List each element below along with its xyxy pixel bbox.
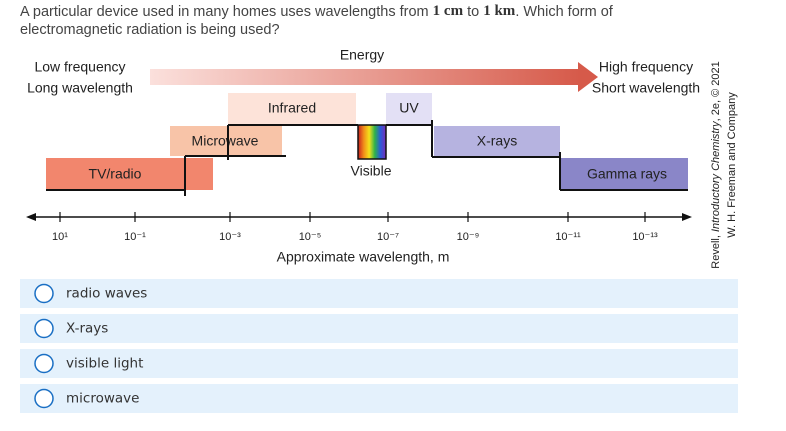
text: Revell,: [710, 232, 722, 269]
band-box: [434, 126, 560, 157]
band-box: [560, 158, 688, 190]
band-box: [170, 126, 282, 156]
radio-button[interactable]: [34, 318, 54, 339]
text: . Which form of: [515, 4, 613, 20]
question: A particular device used in many homes u…: [20, 3, 614, 37]
tick-label: 10¹: [52, 231, 68, 243]
option-row[interactable]: [20, 314, 738, 343]
high-label: High frequency: [599, 59, 693, 75]
tick-label: 10⁻¹: [124, 231, 146, 243]
em-spectrum-diagram: Energy Low frequency Long wavelength Hig…: [26, 47, 738, 269]
credit-line: Revell, Introductory Chemistry, 2e, © 20…: [710, 61, 722, 268]
band-label: UV: [399, 100, 419, 116]
radio-button[interactable]: [34, 353, 54, 374]
option[interactable]: microwave: [20, 384, 738, 413]
band-label: Visible: [351, 163, 392, 179]
visible-spectrum: [357, 124, 387, 160]
band-label: Infrared: [268, 100, 316, 116]
band-box: [386, 93, 432, 124]
option-row[interactable]: [20, 349, 738, 378]
range-lines: [46, 120, 688, 196]
credit: Revell, Introductory Chemistry, 2e, © 20…: [710, 61, 738, 268]
option-row[interactable]: [20, 279, 738, 308]
tick-label: 10⁻⁵: [299, 231, 322, 243]
arrow-head: [578, 62, 598, 92]
tick-label: 10⁻¹¹: [555, 231, 581, 243]
tick-label: 10⁻³: [219, 231, 241, 243]
energy-arrow: [150, 69, 580, 85]
low-label: Low frequency: [34, 59, 125, 75]
math: 1 km: [483, 3, 516, 19]
option-label[interactable]: radio waves: [66, 286, 147, 302]
band-label: Gamma rays: [587, 166, 667, 182]
band-label: Microwave: [192, 133, 259, 149]
credit-line: W. H. Freeman and Company: [726, 92, 738, 238]
high-label: Short wavelength: [592, 80, 700, 96]
energy-label: Energy: [340, 47, 384, 63]
band-label: X-rays: [477, 133, 517, 149]
axis-arrow: [682, 213, 692, 221]
question-line: A particular device used in many homes u…: [20, 3, 614, 19]
text: A particular device used in many homes u…: [20, 4, 433, 20]
option[interactable]: X-rays: [20, 314, 738, 343]
options: radio waves X-rays visible light microwave: [20, 279, 738, 413]
math: 1 cm: [433, 3, 464, 19]
text: , 2e, © 2021: [710, 61, 722, 121]
option-label[interactable]: X-rays: [66, 321, 108, 337]
option[interactable]: radio waves: [20, 279, 738, 308]
option-label[interactable]: microwave: [66, 391, 139, 407]
axis-label: Approximate wavelength, m: [277, 249, 450, 265]
option[interactable]: visible light: [20, 349, 738, 378]
tick-label: 10⁻⁹: [457, 231, 480, 243]
text: Introductory Chemistry: [710, 120, 722, 232]
radio-button[interactable]: [34, 388, 54, 409]
question-line: electromagnetic radiation is being used?: [20, 22, 280, 38]
band-label: TV/radio: [89, 166, 142, 182]
option-row[interactable]: [20, 384, 738, 413]
option-label[interactable]: visible light: [66, 356, 143, 372]
band-box: [228, 93, 356, 124]
tick-label: 10⁻¹³: [632, 231, 658, 243]
low-label: Long wavelength: [27, 80, 133, 96]
tick-label: 10⁻⁷: [377, 231, 399, 243]
text: to: [463, 4, 483, 20]
axis-arrow: [26, 213, 36, 221]
radio-button[interactable]: [34, 283, 54, 304]
